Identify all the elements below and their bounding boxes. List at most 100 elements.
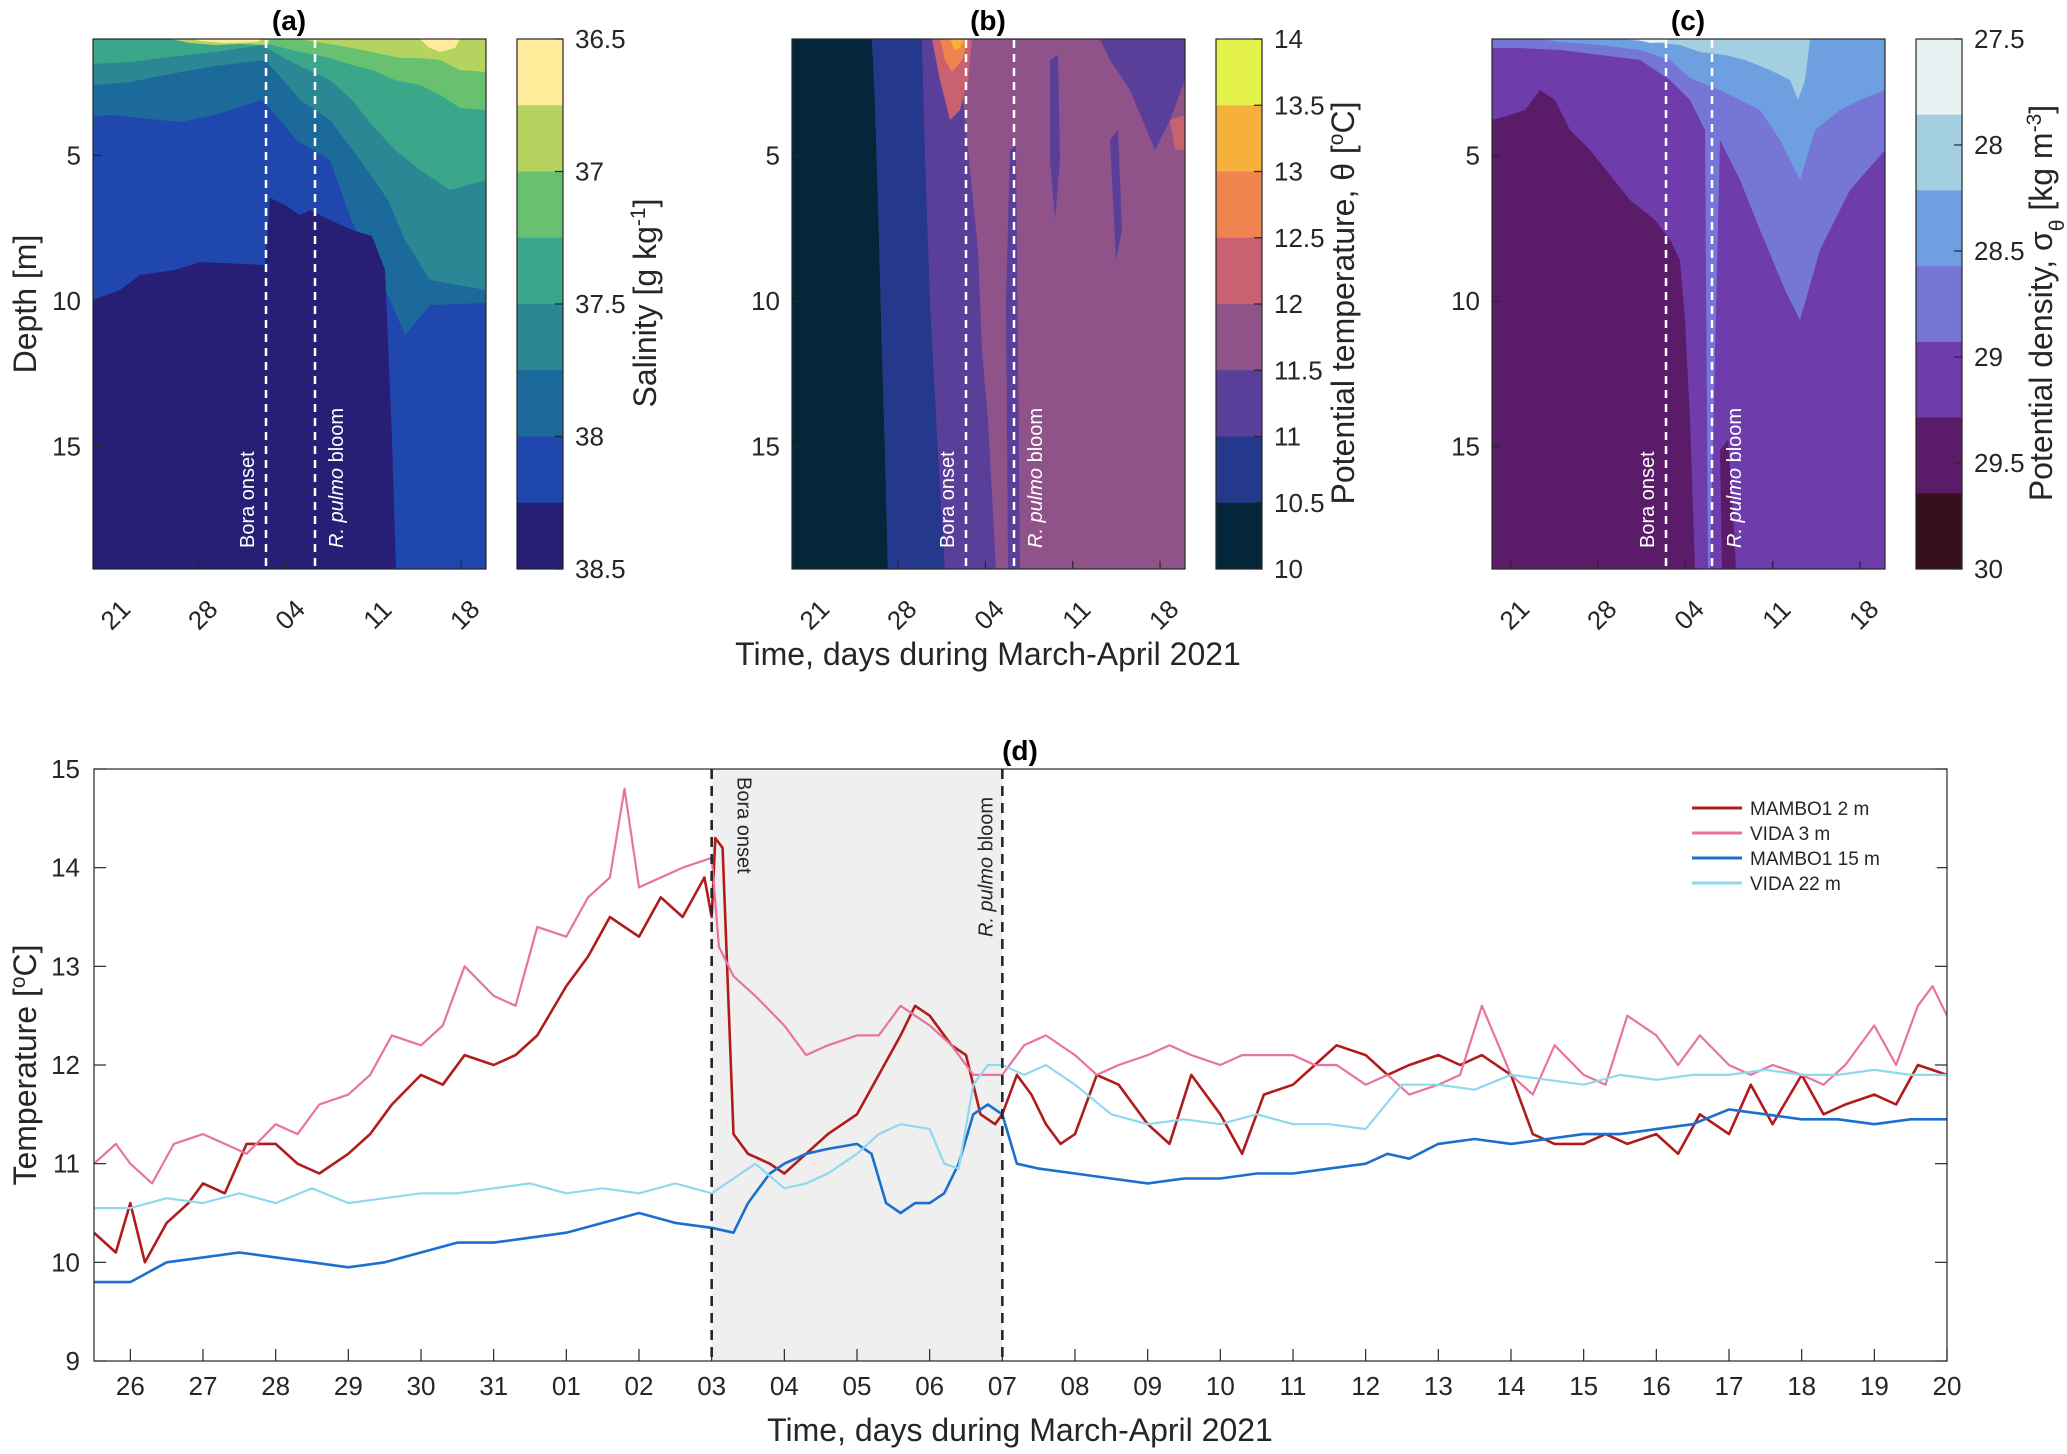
colorbar-tick-label: 28.5 bbox=[1974, 236, 2025, 266]
ytick-label: 13 bbox=[51, 951, 80, 981]
panel-d-frame bbox=[93, 768, 1948, 1362]
colorbar-tick-label: 38.5 bbox=[575, 554, 626, 584]
colorbar-tick-label: 13.5 bbox=[1274, 90, 1325, 120]
ytick-label: 5 bbox=[1466, 140, 1480, 170]
xtick-label: 20 bbox=[1933, 1371, 1962, 1401]
ytick-label: 15 bbox=[51, 754, 80, 784]
bloom-label-d: R. pulmo bloom bbox=[975, 797, 997, 937]
ytick-label: 5 bbox=[766, 140, 780, 170]
xtick-label: 07 bbox=[988, 1371, 1017, 1401]
xtick-label: 28 bbox=[261, 1371, 290, 1401]
legend-label-2: VIDA 3 m bbox=[1750, 824, 1830, 845]
colorbar-tick-label: 12 bbox=[1274, 289, 1303, 319]
xtick-label: 27 bbox=[189, 1371, 218, 1401]
ytick-label: 15 bbox=[1451, 432, 1480, 462]
xtick-label: 21 bbox=[95, 594, 137, 636]
xtick-label: 26 bbox=[116, 1371, 145, 1401]
legend: MAMBO1 2 m VIDA 3 m MAMBO1 15 m VIDA 22 m bbox=[1682, 788, 1937, 898]
ytick-label: 15 bbox=[751, 432, 780, 462]
bloom-label: R. pulmo bloom bbox=[1724, 408, 1746, 548]
ytick-label: 15 bbox=[52, 432, 81, 462]
xtick-label: 04 bbox=[269, 594, 311, 636]
depth-axis-label: Depth [m] bbox=[7, 235, 43, 374]
ytick-label: 10 bbox=[51, 1247, 80, 1277]
ytick-label: 9 bbox=[66, 1346, 80, 1376]
colorbar-tick-label: 10 bbox=[1274, 554, 1303, 584]
event-shaded-region bbox=[711, 769, 1003, 1361]
colorbar-tick-label: 14 bbox=[1274, 24, 1303, 54]
colorbar-band bbox=[517, 105, 563, 172]
temperature-axis-label: Temperature [oC] bbox=[7, 944, 44, 1185]
colorbar-band bbox=[517, 370, 563, 437]
ytick-label: 11 bbox=[53, 1149, 80, 1179]
ytick-label: 14 bbox=[51, 853, 80, 883]
xtick-label: 31 bbox=[479, 1371, 508, 1401]
colorbar-band bbox=[1916, 39, 1962, 116]
xtick-label: 09 bbox=[1133, 1371, 1162, 1401]
colorbar-frame bbox=[1915, 38, 1963, 570]
ytick-label: 10 bbox=[1451, 286, 1480, 316]
ytick-label: 5 bbox=[67, 140, 81, 170]
density-colorbar-label: Potential density, σθ [kg m-3] bbox=[2023, 105, 2067, 501]
colorbar-band bbox=[1216, 304, 1262, 371]
colorbar-band bbox=[1216, 39, 1262, 106]
colorbar-band bbox=[1916, 493, 1962, 570]
xtick-label: 08 bbox=[1061, 1371, 1090, 1401]
temperature-colorbar-label: Potential temperature, θ [oC] bbox=[1325, 102, 1362, 505]
ytick-label: 10 bbox=[52, 286, 81, 316]
xtick-label: 18 bbox=[444, 594, 486, 636]
xtick-label: 11 bbox=[1056, 594, 1096, 634]
xtick-label: 29 bbox=[334, 1371, 363, 1401]
colorbar-tick-label: 10.5 bbox=[1274, 488, 1325, 518]
colorbar-band bbox=[1216, 370, 1262, 437]
colorbar-tick-label: 29.5 bbox=[1974, 448, 2025, 478]
xtick-label: 11 bbox=[357, 594, 397, 634]
xtick-label: 14 bbox=[1497, 1371, 1526, 1401]
panel-a-title: (a) bbox=[272, 5, 306, 36]
xtick-label: 03 bbox=[697, 1371, 726, 1401]
xtick-label: 04 bbox=[1668, 594, 1710, 636]
colorbar-tick-label: 29 bbox=[1974, 342, 2003, 372]
colorbar-tick-label: 38 bbox=[575, 422, 604, 452]
colorbar-band bbox=[1916, 417, 1962, 494]
legend-label-1: MAMBO1 2 m bbox=[1750, 799, 1869, 820]
panel-c: (c) Bora onset R. pulmo bloom 5 10 15 21 28… bbox=[1451, 5, 2067, 635]
temperature-series bbox=[94, 787, 1947, 1284]
xtick-label: 18 bbox=[1787, 1371, 1816, 1401]
series-line-2 bbox=[94, 787, 1947, 1185]
legend-label-3: MAMBO1 15 m bbox=[1750, 849, 1880, 870]
panel-d-yticks: 9 10 11 12 13 14 15 bbox=[51, 754, 1947, 1376]
bora-onset-label: Bora onset bbox=[237, 451, 259, 548]
xtick-label: 28 bbox=[182, 594, 224, 636]
colorbar-band bbox=[1916, 114, 1962, 191]
xtick-label: 04 bbox=[968, 594, 1010, 636]
colorbar-band bbox=[1916, 190, 1962, 267]
xtick-label: 05 bbox=[843, 1371, 872, 1401]
panel-a-xticks: 21 28 04 11 18 bbox=[95, 561, 486, 635]
xtick-label: 28 bbox=[881, 594, 923, 636]
panel-c-title: (c) bbox=[1671, 5, 1705, 36]
colorbar-band bbox=[1216, 502, 1262, 570]
legend-label-4: VIDA 22 m bbox=[1750, 874, 1841, 895]
xtick-label: 11 bbox=[1280, 1371, 1307, 1401]
colorbar-tick-label: 36.5 bbox=[575, 24, 626, 54]
xtick-label: 15 bbox=[1569, 1371, 1598, 1401]
bora-onset-label: Bora onset bbox=[937, 451, 959, 548]
colorbar-tick-label: 28 bbox=[1974, 130, 2003, 160]
colorbar-band bbox=[517, 304, 563, 371]
density-colorbar: 27.5 28 28.5 29 29.5 30 bbox=[1915, 24, 2025, 584]
bora-onset-label-d: Bora onset bbox=[733, 777, 755, 874]
temperature-colorbar: 14 13.5 13 12.5 12 11.5 11 10.5 10 bbox=[1215, 24, 1325, 584]
legend-box bbox=[1682, 788, 1937, 898]
xtick-label: 13 bbox=[1424, 1371, 1453, 1401]
bloom-label: R. pulmo bloom bbox=[326, 408, 348, 548]
xtick-label: 30 bbox=[407, 1371, 436, 1401]
xtick-label: 06 bbox=[915, 1371, 944, 1401]
colorbar-band bbox=[1216, 105, 1262, 172]
xtick-label: 28 bbox=[1581, 594, 1623, 636]
shared-time-axis-label: Time, days during March-April 2021 bbox=[735, 636, 1241, 672]
colorbar-tick-label: 37 bbox=[575, 157, 604, 187]
bora-onset-label: Bora onset bbox=[1637, 451, 1659, 548]
colorbar-band bbox=[1216, 237, 1262, 305]
panel-b-title: (b) bbox=[970, 5, 1006, 36]
